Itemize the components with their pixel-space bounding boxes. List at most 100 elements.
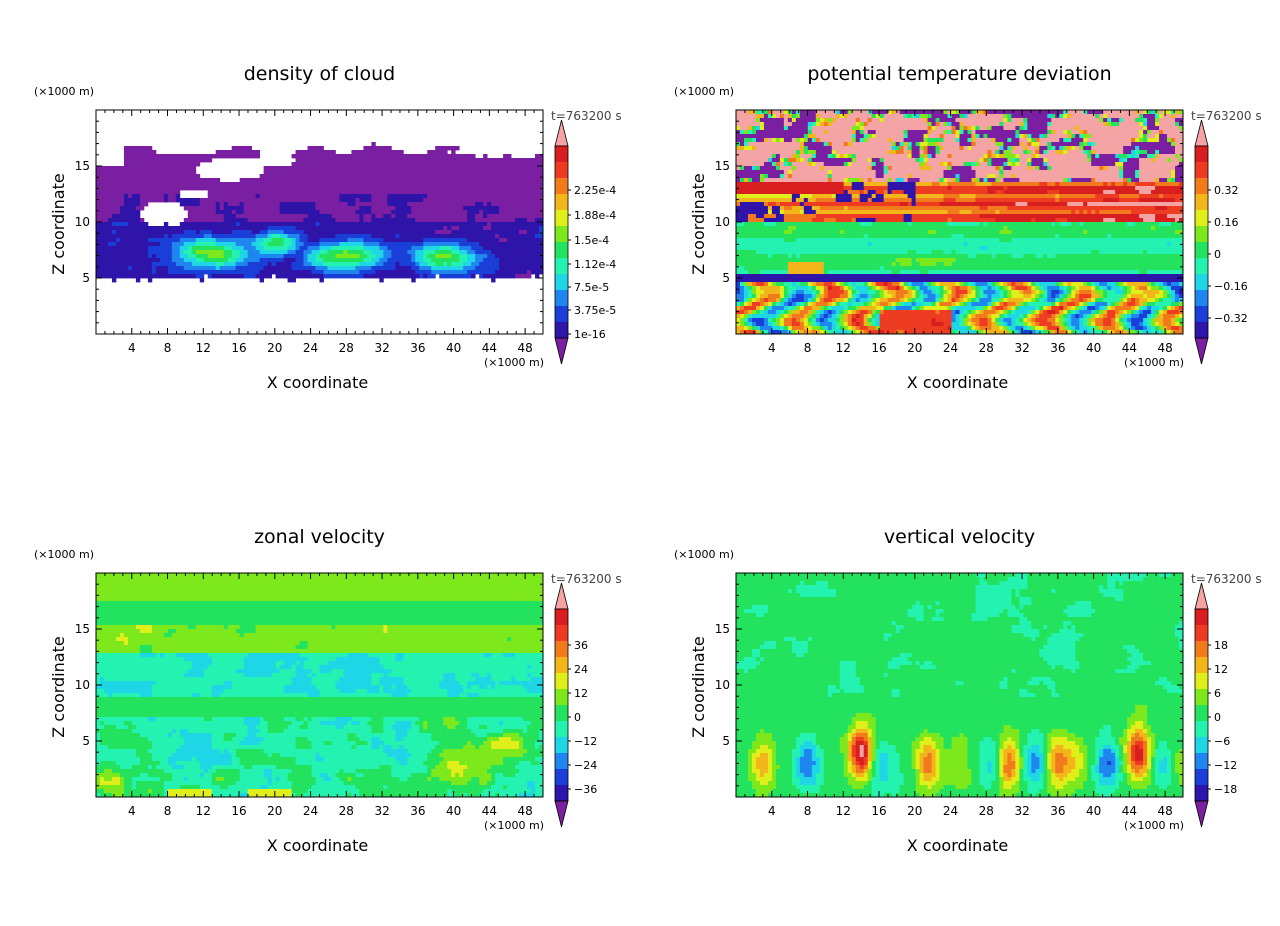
heatmap-cell	[955, 306, 976, 311]
heatmap-cell	[855, 286, 869, 291]
heatmap-cell	[1039, 773, 1044, 778]
heatmap-cell	[535, 274, 540, 279]
heatmap-cell	[835, 218, 853, 223]
heatmap-cell	[939, 294, 944, 299]
heatmap-cell	[975, 310, 980, 315]
heatmap-cell	[1175, 294, 1180, 299]
heatmap-cell	[151, 693, 193, 698]
heatmap-cell	[1079, 298, 1084, 303]
heatmap-cell	[736, 226, 789, 231]
heatmap-cell	[1139, 665, 1184, 670]
heatmap-cell	[1015, 134, 1020, 139]
heatmap-cell	[875, 162, 885, 167]
heatmap-cell	[919, 741, 936, 746]
heatmap-cell	[371, 214, 376, 219]
heatmap-cell	[523, 717, 544, 722]
heatmap-cell	[875, 733, 920, 738]
heatmap-cell	[871, 310, 877, 315]
heatmap-cell	[1083, 302, 1088, 307]
heatmap-cell	[1135, 709, 1148, 714]
heatmap-cell	[839, 326, 845, 331]
heatmap-cell	[755, 330, 761, 335]
heatmap-cell	[427, 765, 436, 770]
heatmap-cell	[943, 146, 960, 151]
heatmap-cell	[831, 282, 837, 287]
heatmap-cell	[779, 322, 785, 327]
heatmap-cell	[503, 721, 532, 726]
heatmap-cell	[855, 122, 861, 127]
heatmap-cell	[827, 174, 833, 179]
heatmap-cell	[387, 246, 412, 251]
heatmap-cell	[1051, 322, 1056, 327]
heatmap-cell	[751, 753, 761, 758]
heatmap-cell	[931, 154, 936, 159]
heatmap-cell	[991, 298, 1000, 303]
heatmap-cell	[1087, 757, 1096, 762]
heatmap-cell	[1143, 765, 1148, 770]
heatmap-cell	[511, 737, 524, 742]
heatmap-cell	[747, 286, 753, 291]
heatmap-cell	[1155, 294, 1164, 299]
heatmap-cell	[807, 318, 813, 323]
heatmap-cell	[835, 298, 845, 303]
heatmap-cell	[971, 210, 996, 215]
heatmap-cell	[736, 709, 1136, 714]
heatmap-cell	[947, 218, 952, 223]
heatmap-cell	[1127, 302, 1136, 307]
heatmap-cell	[1055, 234, 1060, 239]
heatmap-cell	[903, 214, 913, 219]
heatmap-cell	[175, 761, 201, 766]
heatmap-cell	[847, 729, 853, 734]
heatmap-cell	[747, 290, 753, 295]
heatmap-cell	[1159, 306, 1164, 311]
heatmap-cell	[1039, 138, 1060, 143]
heatmap-cell	[755, 126, 761, 131]
heatmap-cell	[199, 765, 213, 770]
heatmap-cell	[1067, 218, 1104, 223]
heatmap-cell	[755, 290, 765, 295]
heatmap-cell	[1167, 330, 1172, 335]
heatmap-cell	[879, 286, 885, 291]
heatmap-cell	[991, 150, 996, 155]
heatmap-cell	[823, 765, 845, 770]
heatmap-cell	[1155, 186, 1184, 191]
heatmap-cell	[1023, 745, 1032, 750]
colorbar-segment	[1195, 322, 1208, 339]
heatmap-cell	[471, 729, 504, 734]
colorbar-tick-label: −24	[574, 759, 597, 772]
heatmap-cell	[743, 318, 749, 323]
heatmap-cell	[999, 741, 1004, 746]
heatmap-cell	[171, 633, 241, 638]
heatmap-cell	[779, 318, 785, 323]
heatmap-cell	[1031, 601, 1076, 606]
y-tick-label: 5	[722, 271, 730, 285]
heatmap-cell	[887, 777, 905, 782]
heatmap-cell	[283, 729, 372, 734]
heatmap-cell	[1071, 769, 1080, 774]
heatmap-cell	[183, 266, 217, 271]
heatmap-cell	[383, 214, 392, 219]
heatmap-cell	[467, 258, 476, 263]
heatmap-cell	[271, 773, 288, 778]
heatmap-cell	[1103, 753, 1116, 758]
heatmap-cell	[847, 777, 857, 782]
heatmap-cell	[463, 745, 476, 750]
heatmap-cell	[163, 633, 173, 638]
heatmap-cell	[487, 737, 500, 742]
heatmap-cell	[1139, 174, 1172, 179]
heatmap-cell	[991, 282, 996, 287]
heatmap-cell	[843, 318, 849, 323]
heatmap-cell	[207, 274, 213, 279]
heatmap-cell	[255, 733, 348, 738]
heatmap-cell	[887, 182, 916, 187]
heatmap-cell	[799, 318, 805, 323]
heatmap-cell	[1127, 717, 1148, 722]
heatmap-cell	[239, 773, 265, 778]
heatmap-cell	[983, 290, 996, 295]
heatmap-cell	[227, 258, 237, 263]
heatmap-cell	[851, 322, 857, 327]
heatmap-cell	[847, 733, 853, 738]
heatmap-cell	[307, 657, 336, 662]
heatmap-cell	[1123, 162, 1140, 167]
heatmap-cell	[835, 310, 841, 315]
